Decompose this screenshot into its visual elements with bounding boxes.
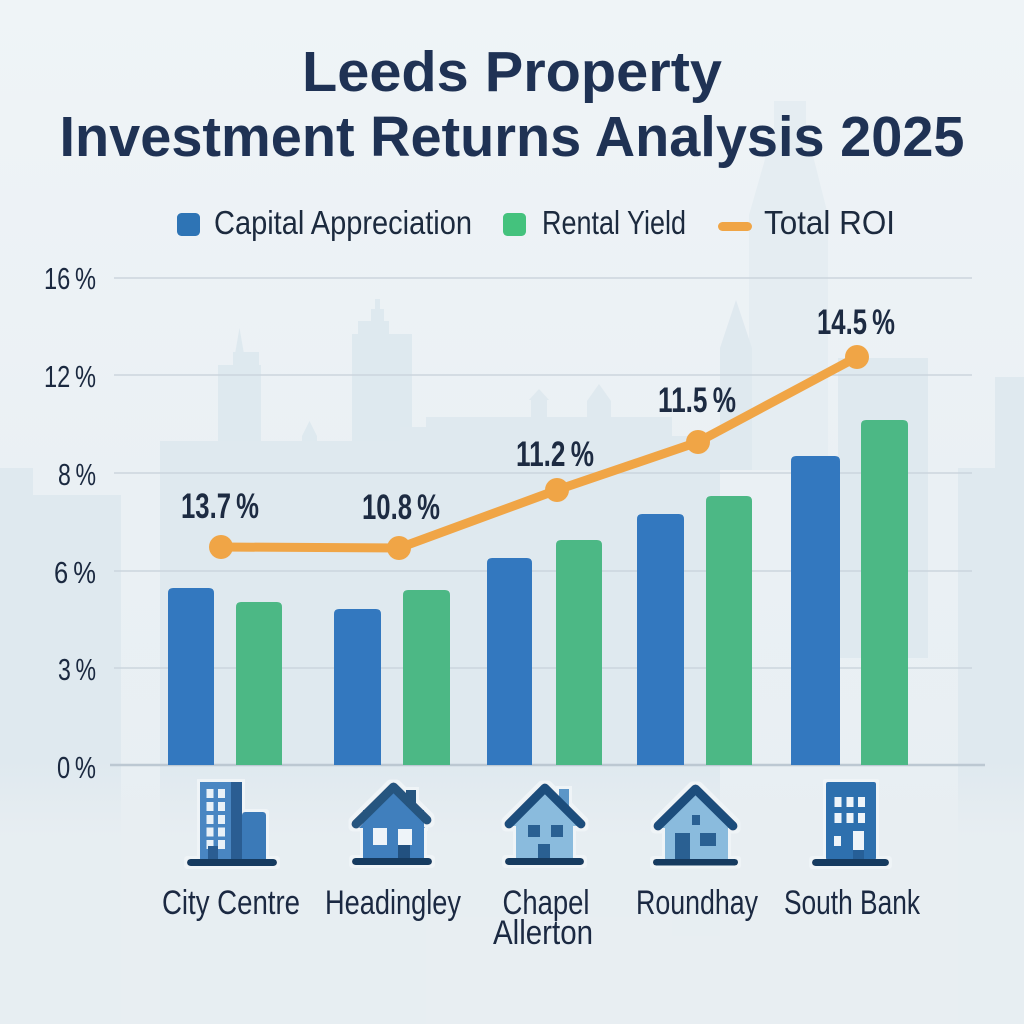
svg-text:6 %: 6 % (54, 555, 96, 590)
svg-text:Leeds Property: Leeds Property (302, 40, 722, 104)
svg-text:Allerton: Allerton (493, 914, 593, 952)
svg-text:Headingley: Headingley (325, 884, 461, 922)
svg-text:11.2 %: 11.2 % (516, 435, 594, 474)
svg-text:Total ROI: Total ROI (764, 204, 895, 241)
svg-text:South Bank: South Bank (784, 884, 921, 922)
svg-text:Chapel: Chapel (503, 884, 590, 922)
svg-text:Investment Returns Analysis 20: Investment Returns Analysis 2025 (60, 105, 965, 169)
svg-text:10.8 %: 10.8 % (362, 488, 440, 527)
svg-text:Roundhay: Roundhay (636, 884, 758, 922)
svg-text:Rental Yield: Rental Yield (542, 204, 686, 241)
svg-text:16 %: 16 % (44, 261, 96, 296)
svg-text:City Centre: City Centre (162, 884, 300, 922)
svg-text:13.7 %: 13.7 % (181, 487, 259, 526)
svg-text:12 %: 12 % (44, 359, 96, 394)
svg-text:3 %: 3 % (58, 652, 96, 687)
svg-text:8 %: 8 % (58, 457, 96, 492)
svg-text:0 %: 0 % (57, 750, 96, 785)
svg-text:Capital Appreciation: Capital Appreciation (214, 204, 472, 241)
svg-text:14.5 %: 14.5 % (817, 303, 895, 342)
svg-text:11.5 %: 11.5 % (658, 381, 736, 420)
